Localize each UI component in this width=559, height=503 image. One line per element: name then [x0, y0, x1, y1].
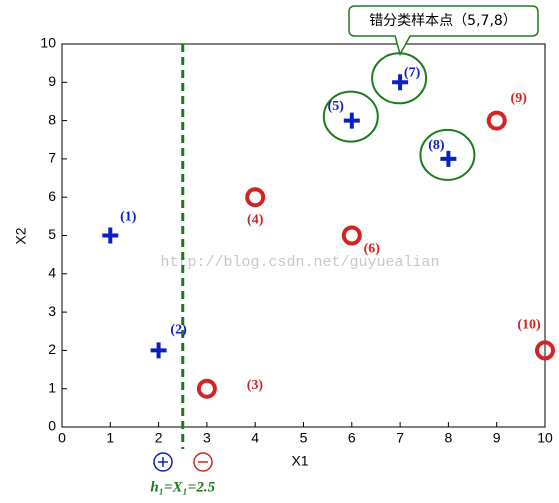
plus-point: [440, 150, 457, 167]
circle-point: [245, 187, 266, 208]
y-tick-label: 9: [48, 73, 56, 89]
plus-point: [102, 227, 119, 244]
class-symbols: [153, 452, 213, 472]
x-tick-label: 5: [300, 430, 308, 446]
y-axis-label: X2: [13, 227, 29, 244]
x-tick-label: 3: [203, 430, 211, 446]
x-tick-label: 0: [58, 430, 66, 446]
plot-frame: [61, 43, 546, 428]
point-label: (9): [511, 91, 528, 106]
y-tick-label: 3: [48, 303, 56, 319]
point-label: (3): [247, 378, 264, 393]
x-tick-label: 2: [155, 430, 163, 446]
threshold-label: h₁=X₁=2.5: [150, 479, 215, 495]
highlight-circle: [322, 90, 379, 143]
y-tick-label: 10: [40, 35, 56, 51]
x-tick-label: 7: [396, 430, 404, 446]
y-tick-label: 5: [48, 226, 56, 242]
circle-point: [341, 225, 362, 246]
y-tick-label: 0: [48, 418, 56, 434]
circle-point: [196, 378, 217, 399]
y-tick-label: 6: [48, 188, 56, 204]
point-label: (1): [120, 210, 137, 225]
point-label: (8): [428, 138, 445, 153]
y-tick-label: 7: [48, 150, 56, 166]
x-tick-label: 8: [445, 430, 453, 446]
x-tick-label: 9: [493, 430, 501, 446]
y-tick-label: 4: [48, 265, 56, 281]
point-label: (6): [364, 242, 381, 257]
x-tick-label: 1: [106, 430, 114, 446]
plus-point: [150, 342, 167, 359]
y-tick-label: 2: [48, 341, 56, 357]
callout-text: 错分类样本点（5,7,8）: [369, 13, 517, 29]
x-tick-label: 4: [251, 430, 259, 446]
point-label: (10): [517, 318, 541, 333]
plus-point: [343, 112, 360, 129]
highlight-circle: [419, 128, 476, 181]
point-label: (2): [170, 323, 187, 338]
point-label: (5): [328, 99, 345, 114]
x-axis-label: X1: [291, 453, 308, 469]
circle-point: [535, 340, 555, 361]
circle-point: [486, 110, 507, 131]
x-tick-label: 10: [537, 430, 553, 446]
plus-point: [392, 74, 409, 91]
x-tick-label: 6: [348, 430, 356, 446]
watermark: http://blog.csdn.net/guyuealian: [160, 254, 439, 271]
point-label: (4): [247, 212, 264, 227]
y-tick-label: 1: [48, 379, 56, 395]
y-tick-label: 8: [48, 111, 56, 127]
point-label: (7): [404, 66, 421, 81]
callout-box: [348, 5, 539, 57]
